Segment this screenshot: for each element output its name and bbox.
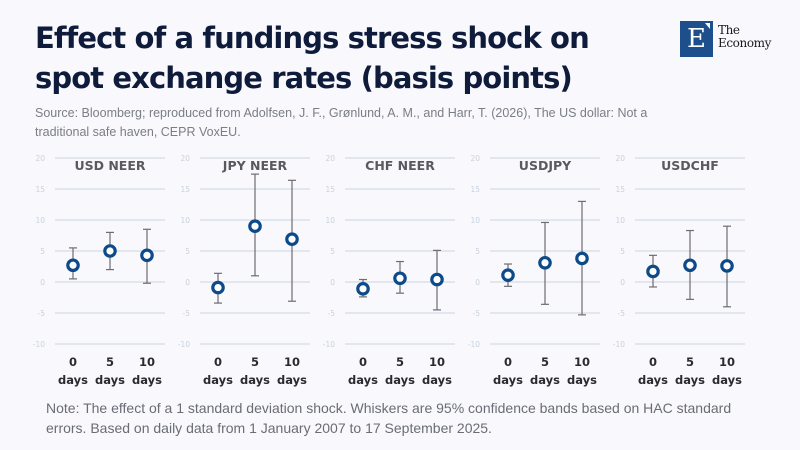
y-tick-label: 20 (180, 154, 190, 163)
x-category-label: 0 (504, 355, 512, 369)
x-category-label: 0 (214, 355, 222, 369)
y-tick-label: -5 (473, 309, 481, 318)
data-point (66, 258, 80, 273)
x-category-label: 10 (284, 355, 300, 369)
x-category-label: days (422, 373, 452, 387)
y-tick-label: 0 (40, 278, 45, 287)
y-tick-label: 10 (325, 216, 335, 225)
panel-title: USDJPY (519, 158, 572, 173)
x-category-label: days (240, 373, 270, 387)
y-tick-label: 0 (475, 278, 480, 287)
y-tick-label: 5 (620, 247, 625, 256)
y-tick-label: 5 (40, 247, 45, 256)
x-category-label: 5 (541, 355, 549, 369)
x-category-label: days (95, 373, 125, 387)
y-tick-label: -5 (618, 309, 626, 318)
y-tick-label: 10 (615, 216, 625, 225)
x-category-label: days (385, 373, 415, 387)
logo-line-2: Economy (718, 36, 772, 50)
y-tick-label: -10 (613, 340, 625, 349)
data-point (356, 282, 370, 296)
x-category-label: 0 (649, 355, 657, 369)
y-tick-label: 20 (35, 154, 45, 163)
data-point (430, 272, 444, 287)
y-tick-label: -5 (328, 309, 336, 318)
data-point (683, 258, 697, 273)
y-tick-label: -10 (33, 340, 45, 349)
y-tick-label: 5 (330, 247, 335, 256)
x-category-label: 5 (686, 355, 694, 369)
x-category-label: days (530, 373, 560, 387)
footnote: Note: The effect of a 1 standard deviati… (46, 400, 732, 436)
x-category-label: days (58, 373, 88, 387)
y-tick-label: 20 (325, 154, 335, 163)
x-category-label: 0 (69, 355, 77, 369)
logo-e-icon: E (680, 21, 713, 57)
y-tick-label: 15 (470, 185, 480, 194)
data-point (720, 259, 734, 273)
x-category-label: days (567, 373, 597, 387)
data-point (393, 271, 407, 286)
y-tick-label: 15 (35, 185, 45, 194)
y-tick-label: 5 (475, 247, 480, 256)
y-tick-label: 10 (35, 216, 45, 225)
data-point (285, 232, 299, 247)
panel-title: USD NEER (74, 158, 145, 173)
y-tick-label: 0 (330, 278, 335, 287)
data-point (103, 244, 117, 258)
panel-title: JPY NEER (222, 158, 288, 173)
x-category-label: 0 (359, 355, 367, 369)
y-tick-label: -10 (178, 340, 190, 349)
y-tick-label: 20 (615, 154, 625, 163)
x-category-label: 10 (719, 355, 735, 369)
source-text: Source: Bloomberg; reproduced from Adolf… (35, 106, 648, 139)
logo-accent-mark (705, 23, 710, 29)
data-point (538, 255, 552, 270)
y-tick-label: -10 (323, 340, 335, 349)
y-tick-label: 15 (615, 185, 625, 194)
y-tick-label: 5 (185, 247, 190, 256)
the-economy-logo: E The Economy (680, 21, 790, 61)
x-category-label: days (712, 373, 742, 387)
x-category-label: days (348, 373, 378, 387)
y-tick-label: -5 (183, 309, 191, 318)
x-category-label: 10 (574, 355, 590, 369)
data-point (248, 219, 262, 233)
data-point (140, 248, 154, 263)
logo-letter: E (687, 24, 706, 54)
x-category-label: days (638, 373, 668, 387)
y-tick-label: -10 (468, 340, 480, 349)
x-category-label: 10 (139, 355, 155, 369)
y-tick-label: 10 (470, 216, 480, 225)
x-category-label: 5 (251, 355, 259, 369)
y-tick-label: 15 (180, 185, 190, 194)
logo-wordmark: The Economy (718, 24, 771, 50)
x-category-label: days (493, 373, 523, 387)
y-tick-label: 10 (180, 216, 190, 225)
chart-title: Effect of a fundings stress shock on spo… (35, 21, 590, 95)
panel-title: USDCHF (661, 158, 719, 173)
data-point (501, 268, 515, 282)
data-point (646, 264, 660, 279)
y-tick-label: 15 (325, 185, 335, 194)
x-category-label: 5 (106, 355, 114, 369)
data-point (575, 251, 589, 266)
panel-title: CHF NEER (365, 158, 435, 173)
data-point (211, 280, 225, 295)
x-category-label: 10 (429, 355, 445, 369)
y-tick-label: -5 (38, 309, 46, 318)
chart-area: 20 15 10 5 0 -5 -10 USD NEER 0 days 5 days 10 days 20 1… (33, 154, 745, 387)
x-category-label: days (132, 373, 162, 387)
x-category-label: days (675, 373, 705, 387)
x-category-label: days (277, 373, 307, 387)
y-tick-label: 20 (470, 154, 480, 163)
x-category-label: 5 (396, 355, 404, 369)
logo-line-1: The (718, 23, 740, 37)
y-tick-label: 0 (185, 278, 190, 287)
y-tick-label: 0 (620, 278, 625, 287)
x-category-label: days (203, 373, 233, 387)
